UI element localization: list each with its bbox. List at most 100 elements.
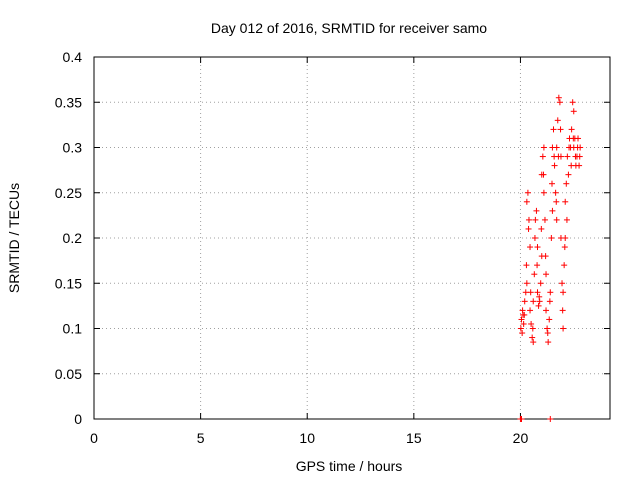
y-tick-label: 0.3 (63, 140, 83, 156)
y-axis-label: SRMTID / TECUs (6, 183, 22, 293)
data-point (523, 280, 530, 287)
data-point (570, 108, 577, 115)
y-tick-label: 0.4 (63, 49, 83, 65)
data-point (527, 244, 534, 251)
x-tick-label: 15 (406, 430, 422, 446)
data-point (554, 117, 561, 124)
data-point (534, 244, 541, 251)
data-point (527, 289, 534, 296)
data-point (544, 330, 551, 337)
data-point (576, 162, 583, 169)
data-point (535, 302, 542, 309)
data-point (533, 207, 540, 214)
data-point (560, 325, 567, 332)
data-point (540, 171, 547, 178)
data-point (562, 235, 569, 241)
data-point (556, 99, 563, 106)
data-point (552, 189, 559, 196)
data-point (543, 307, 550, 314)
data-point (546, 316, 553, 323)
data-point (531, 271, 538, 278)
y-tick-label: 0.1 (63, 321, 83, 337)
data-point (524, 189, 531, 196)
data-point (540, 189, 547, 196)
x-tick-label: 20 (513, 430, 529, 446)
data-point (559, 307, 566, 314)
data-point (525, 225, 532, 232)
data-point (553, 144, 560, 151)
y-tick-label: 0.05 (55, 366, 82, 382)
y-tick-label: 0.15 (55, 275, 82, 291)
points-layer (517, 94, 584, 422)
data-point (569, 99, 576, 106)
y-tick-label: 0 (74, 411, 82, 427)
data-point (527, 307, 534, 314)
data-point (549, 180, 556, 187)
data-point (534, 289, 541, 296)
data-point (560, 289, 567, 296)
x-tick-label: 5 (197, 430, 205, 446)
data-point (547, 289, 554, 296)
data-point (557, 126, 564, 133)
data-point (561, 262, 568, 269)
x-axis-label: GPS time / hours (296, 458, 403, 474)
data-point (521, 311, 528, 318)
data-point (559, 280, 566, 287)
data-point (563, 216, 570, 223)
data-point (530, 339, 537, 346)
data-point (563, 180, 570, 187)
data-point (548, 235, 555, 241)
data-point (518, 416, 525, 422)
data-point (541, 216, 548, 223)
data-point (553, 198, 560, 205)
data-point (550, 126, 557, 133)
data-point (539, 153, 546, 160)
grid-layer (94, 57, 610, 419)
data-point (564, 153, 571, 160)
data-point (570, 135, 577, 142)
data-point (532, 216, 539, 223)
data-point (523, 262, 530, 269)
data-point (561, 244, 568, 251)
data-point (531, 235, 538, 241)
data-point (576, 153, 583, 160)
data-point (551, 162, 558, 169)
data-point (521, 298, 528, 305)
data-point (545, 339, 552, 346)
y-tick-label: 0.25 (55, 185, 82, 201)
x-tick-label: 0 (90, 430, 98, 446)
data-point (555, 153, 562, 160)
data-point (517, 325, 524, 332)
data-point (520, 320, 527, 327)
data-point (530, 298, 537, 305)
data-point (537, 280, 544, 287)
data-point (574, 144, 581, 151)
data-point (523, 198, 530, 205)
y-tick-label: 0.2 (63, 230, 83, 246)
data-point (518, 316, 525, 323)
data-point (540, 144, 547, 151)
data-point (547, 416, 554, 422)
data-point (542, 253, 549, 260)
data-point (529, 325, 536, 332)
data-point (528, 320, 535, 327)
data-point (525, 216, 532, 223)
tick-layer: 0 5 10 15 20 0 0.05 0.1 0.15 0.2 0.25 0.3 0.35 0.4 (55, 49, 610, 446)
y-tick-label: 0.35 (55, 94, 82, 110)
data-point (529, 334, 536, 341)
x-tick-label: 10 (299, 430, 315, 446)
chart-title: Day 012 of 2016, SRMTID for receiver sam… (211, 20, 487, 36)
data-point (566, 144, 573, 151)
data-point (553, 216, 560, 223)
data-point (562, 198, 569, 205)
data-point (568, 162, 575, 169)
data-point (543, 271, 550, 278)
data-point (549, 207, 556, 214)
data-point (519, 330, 526, 337)
data-point (536, 293, 543, 300)
data-point (568, 126, 575, 133)
data-point (534, 262, 541, 269)
data-point (546, 298, 553, 305)
data-point (555, 94, 562, 101)
